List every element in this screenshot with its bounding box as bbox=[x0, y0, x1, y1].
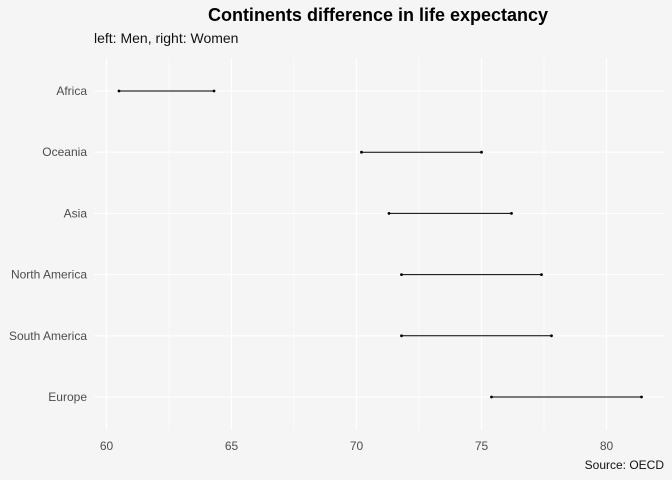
men-point bbox=[400, 334, 403, 338]
men-point bbox=[117, 89, 121, 93]
women-point bbox=[550, 334, 553, 338]
women-point bbox=[640, 395, 643, 399]
women-point bbox=[480, 150, 483, 154]
x-tick-label: 75 bbox=[475, 439, 489, 453]
y-tick-label: Europe bbox=[48, 390, 87, 404]
chart-subtitle: left: Men, right: Women bbox=[94, 30, 239, 46]
women-point bbox=[540, 273, 543, 276]
chart-title: Continents difference in life expectancy bbox=[207, 5, 549, 25]
x-tick-label: 60 bbox=[100, 439, 114, 453]
y-tick-label: Asia bbox=[64, 206, 88, 220]
men-point bbox=[360, 150, 363, 154]
x-tick-label: 80 bbox=[600, 439, 614, 453]
women-point bbox=[510, 212, 513, 215]
y-tick-label: South America bbox=[9, 329, 87, 343]
x-tick-label: 70 bbox=[350, 439, 364, 453]
men-point bbox=[490, 395, 493, 399]
y-tick-label: Africa bbox=[56, 84, 87, 98]
dumbbell-marks bbox=[117, 89, 643, 399]
chart-caption: Source: OECD bbox=[584, 458, 664, 472]
y-tick-label: Oceania bbox=[42, 145, 87, 159]
grid-lines bbox=[94, 58, 664, 430]
men-point bbox=[387, 212, 391, 215]
y-axis-labels: Africa Oceania Asia North America South Amer… bbox=[9, 84, 87, 404]
x-tick-label: 65 bbox=[225, 439, 239, 453]
women-point bbox=[212, 89, 216, 93]
men-point bbox=[400, 273, 403, 276]
y-tick-label: North America bbox=[11, 268, 87, 282]
x-axis-labels: 60 65 70 75 80 bbox=[100, 439, 614, 453]
